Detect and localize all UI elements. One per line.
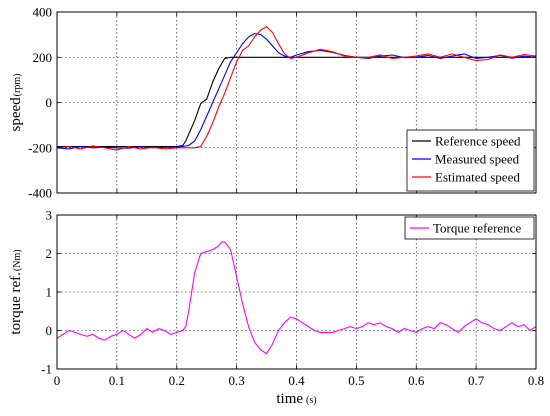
torque-ytick-label: 0	[46, 323, 53, 338]
torque-legend-entry-1: Torque reference	[433, 221, 521, 236]
torque-xtick-label: 0.6	[408, 373, 425, 388]
torque-xtick-label: 0.2	[169, 373, 185, 388]
torque-x-axis-unit: (s)	[306, 395, 317, 406]
speed-legend: Reference speed Measured speed Estimated s…	[406, 129, 535, 192]
speed-ytick-label: 0	[46, 95, 53, 110]
torque-xtick-label: 0.4	[288, 373, 305, 388]
speed-ytick-label: -200	[28, 140, 52, 155]
torque-y-axis-label: torque ref.(Nm)	[8, 249, 24, 334]
torque-ytick-label: 1	[46, 285, 53, 300]
torque-xtick-label: 0	[54, 373, 61, 388]
speed-panel: -400 -200 0 200 400 speed(rpm) Reference speed…	[8, 5, 537, 201]
speed-legend-box	[406, 129, 535, 192]
torque-xtick-label: 0.7	[468, 373, 485, 388]
speed-ytick-label: 400	[33, 5, 53, 20]
torque-x-axis-label: time (s)	[276, 391, 316, 407]
torque-y-axis-unit: (Nm)	[12, 249, 23, 271]
speed-legend-entry-1: Reference speed	[435, 134, 521, 149]
torque-series-line-1	[56, 241, 537, 355]
torque-y-axis-title: torque ref.	[8, 272, 24, 334]
torque-xtick-label: 0.5	[348, 373, 364, 388]
torque-ytick-label: 2	[46, 246, 53, 261]
speed-y-axis-label: speed(rpm)	[8, 74, 24, 132]
speed-legend-entry-3: Estimated speed	[435, 170, 520, 185]
speed-y-axis-title: speed	[8, 97, 24, 132]
torque-legend: Torque reference	[404, 216, 535, 240]
speed-ytick-label: 200	[33, 50, 53, 65]
torque-xtick-label: 0.8	[528, 373, 544, 388]
speed-ytick-label: -400	[28, 186, 52, 201]
speed-y-axis-unit: (rpm)	[12, 74, 23, 97]
torque-grid	[57, 215, 536, 369]
torque-ytick-label: -1	[41, 362, 52, 377]
torque-xtick-label: 0.1	[109, 373, 125, 388]
speed-series-line-3	[56, 26, 537, 151]
torque-x-axis-title: time	[276, 391, 303, 407]
torque-ytick-label: 3	[46, 208, 53, 223]
torque-xtick-label: 0.3	[229, 373, 245, 388]
speed-legend-entry-2: Measured speed	[435, 152, 520, 167]
torque-legend-box	[404, 216, 535, 240]
